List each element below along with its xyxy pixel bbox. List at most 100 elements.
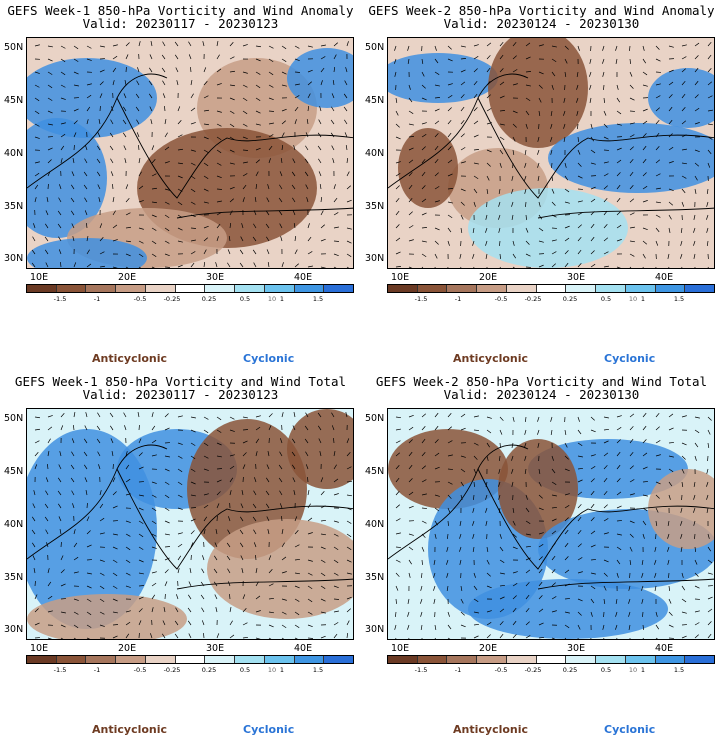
wind-vector [447, 107, 452, 112]
wind-vector [447, 266, 449, 268]
wind-vector [229, 210, 233, 216]
lon-label: 30E [206, 272, 225, 283]
wind-vector [564, 624, 570, 629]
wind-vector [138, 546, 144, 550]
wind-vector [655, 611, 658, 617]
colorbar-swatch [116, 656, 146, 663]
lat-label: 50N [4, 42, 24, 53]
wind-vector [164, 201, 170, 205]
wind-vector [655, 214, 661, 218]
wind-vector [60, 425, 64, 431]
wind-vector [320, 533, 326, 536]
wind-vector [253, 542, 257, 548]
wind-vector [577, 491, 583, 496]
wind-vector [590, 186, 596, 190]
colorbar-label: -0.25 [524, 295, 542, 303]
wind-vector [434, 452, 440, 457]
wind-vector [655, 266, 657, 268]
wind-vector [694, 455, 697, 461]
wind-vector [525, 97, 531, 102]
wind-vector [525, 123, 528, 129]
wind-vector [563, 136, 566, 142]
wind-vector [473, 44, 479, 47]
wind-vector [655, 440, 661, 444]
wind-vector [164, 481, 170, 485]
wind-vector [177, 201, 183, 206]
wind-vector [421, 227, 428, 229]
wind-vector [125, 520, 131, 523]
wind-vector [294, 572, 300, 575]
wind-vector [99, 517, 105, 522]
wind-vector [44, 249, 49, 255]
colorbar-marker: 10 [267, 666, 277, 674]
wind-vector [346, 632, 349, 639]
wind-vector [642, 45, 645, 51]
wind-vector [151, 607, 154, 613]
wind-vector [267, 529, 270, 535]
wind-vector [226, 542, 231, 548]
wind-vector [525, 557, 531, 561]
wind-vector [524, 468, 527, 474]
wind-vector [266, 236, 270, 242]
wind-vector [111, 451, 114, 457]
wind-vector [668, 161, 674, 164]
wind-vector [151, 425, 156, 431]
wind-vector [499, 608, 505, 613]
wind-vector [138, 438, 142, 444]
wind-vector [434, 439, 439, 444]
wind-vector [694, 175, 698, 181]
wind-vector [577, 442, 583, 446]
wind-vector [511, 442, 514, 448]
wind-vector [694, 533, 696, 540]
wind-vector [34, 197, 37, 203]
wind-vector [162, 80, 166, 86]
wind-vector [473, 162, 479, 165]
wind-vector [525, 594, 530, 600]
wind-vector [226, 555, 231, 561]
wind-vector [655, 520, 658, 526]
wind-vector [294, 544, 300, 548]
wind-vector [629, 226, 635, 229]
wind-vector [421, 559, 423, 566]
colorbar-swatch [655, 656, 686, 663]
wind-vector [216, 54, 220, 60]
wind-vector [151, 507, 157, 512]
wind-vector [564, 442, 568, 448]
wind-vector [603, 97, 605, 104]
wind-vector [216, 162, 222, 166]
wind-vector [668, 585, 670, 592]
wind-vector [486, 442, 490, 448]
wind-vector [616, 439, 621, 444]
wind-vector [577, 429, 582, 435]
colorbar-label: -0.5 [494, 666, 508, 674]
wind-vector [577, 611, 582, 616]
wind-vector [255, 438, 260, 444]
wind-vector [138, 171, 142, 177]
coastline [388, 444, 714, 590]
wind-vector [629, 479, 635, 483]
wind-vector [616, 415, 622, 418]
wind-vector [603, 559, 609, 563]
wind-vector [86, 249, 90, 255]
wind-vector [292, 210, 296, 216]
wind-vector [255, 610, 261, 613]
wind-vector [616, 184, 621, 190]
wind-vector [32, 542, 36, 548]
wind-vector [680, 507, 683, 513]
wind-vector [551, 58, 557, 63]
wind-vector [99, 585, 105, 590]
wind-vector [538, 44, 544, 47]
wind-vector [228, 516, 231, 522]
wind-vector [73, 598, 79, 601]
wind-vector [550, 149, 553, 155]
wind-vector [551, 518, 557, 522]
wind-vector [97, 412, 101, 418]
wind-vector [138, 466, 144, 470]
wind-vector [307, 476, 309, 483]
wind-vector [229, 149, 235, 153]
wind-vector [177, 494, 183, 498]
wind-vector [408, 505, 414, 509]
wind-vector [86, 585, 92, 589]
wind-vector [138, 227, 144, 230]
wind-vector [229, 429, 235, 432]
